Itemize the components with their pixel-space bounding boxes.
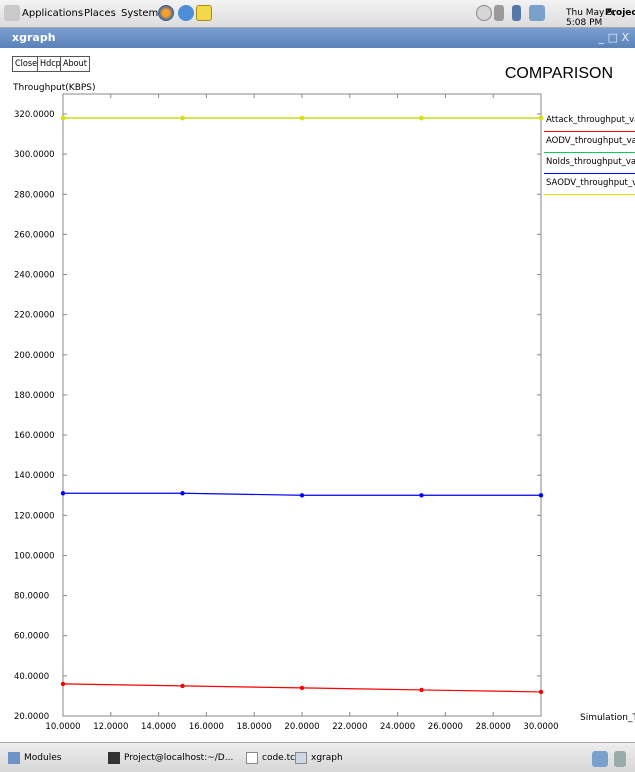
data-point-0	[419, 687, 424, 693]
about-button[interactable]: About	[60, 56, 90, 72]
taskbar-item-modules[interactable]: Modules	[6, 749, 96, 767]
battery-icon[interactable]	[512, 5, 521, 21]
graph-heading: COMPARISON	[504, 65, 613, 82]
y-tick-label: 320.0000	[14, 110, 55, 120]
y-tick-label: 240.0000	[14, 271, 55, 281]
show-desktop-icon[interactable]	[592, 751, 608, 767]
legend-line-aodv	[544, 152, 635, 153]
legend-entry-noids: NoIds_throughput_values	[544, 156, 635, 177]
data-point-3	[299, 115, 305, 121]
network-icon[interactable]	[476, 5, 492, 21]
taskbar-label: code.tcl	[262, 753, 298, 763]
volume-icon[interactable]	[494, 5, 504, 21]
data-point-2	[419, 493, 424, 498]
data-point-2	[299, 493, 305, 498]
x-tick-label: 14.0000	[141, 722, 176, 732]
legend-line-noids	[544, 173, 635, 174]
taskbar-item-terminal[interactable]: Project@localhost:~/D...	[106, 749, 236, 767]
menu-system[interactable]: System	[121, 8, 159, 19]
y-tick-label: 200.0000	[14, 351, 55, 361]
user-menu[interactable]: Project	[605, 8, 635, 18]
x-axis-label: Simulation_Time(s)	[580, 713, 635, 723]
legend-label-noids: NoIds_throughput_values	[546, 157, 635, 167]
plot-frame	[62, 93, 542, 717]
gnome-foot-icon	[4, 5, 20, 21]
taskbar-label: xgraph	[311, 753, 343, 763]
y-tick-label: 140.0000	[14, 471, 55, 481]
data-point-3	[419, 115, 424, 121]
y-tick-label: 180.0000	[14, 391, 55, 401]
x-tick-label: 22.0000	[332, 722, 367, 732]
legend-label-saodv: SAODV_throughput_values	[546, 178, 635, 188]
y-tick-label: 60.0000	[14, 632, 49, 642]
taskbar-item-code[interactable]: code.tcl	[244, 749, 324, 767]
x-tick-label: 26.0000	[428, 722, 463, 732]
data-point-2	[60, 491, 66, 496]
data-point-0	[60, 681, 66, 687]
y-tick-label: 280.0000	[14, 190, 55, 200]
y-tick-label: 100.0000	[14, 551, 55, 561]
help-icon[interactable]	[178, 5, 194, 21]
data-point-2	[180, 491, 185, 496]
legend: Attack_throughput_values AODV_throughput…	[544, 114, 635, 198]
data-point-0	[538, 689, 544, 695]
legend-line-saodv	[544, 194, 635, 195]
x-tick-label: 30.0000	[523, 722, 558, 732]
data-point-0	[299, 685, 305, 691]
plot-area: 20.0000 40.0000 60.0000 80.0000 100.0000 120.…	[14, 93, 559, 732]
taskbar-label: Modules	[24, 753, 62, 763]
clock[interactable]: Thu May 5, 5:08 PM	[566, 8, 616, 28]
x-tick-label: 10.0000	[45, 722, 80, 732]
firefox-icon[interactable]	[158, 5, 174, 21]
x-tick-label: 16.0000	[189, 722, 224, 732]
window-titlebar[interactable]: xgraph _ □ X	[0, 28, 635, 48]
legend-entry-aodv: AODV_throughput_values	[544, 135, 635, 156]
taskbar-label: Project@localhost:~/D...	[124, 753, 234, 763]
legend-entry-saodv: SAODV_throughput_values	[544, 177, 635, 198]
window-controls[interactable]: _ □ X	[598, 31, 629, 44]
top-panel: Applications Places System Thu May 5, 5:…	[0, 0, 635, 28]
text-editor-icon[interactable]	[196, 5, 212, 21]
legend-label-attack: Attack_throughput_values	[546, 115, 635, 125]
x-tick-label: 20.0000	[284, 722, 319, 732]
y-tick-label: 260.0000	[14, 230, 55, 240]
y-tick-label: 220.0000	[14, 311, 55, 321]
close-button[interactable]: Close	[12, 56, 41, 72]
legend-entry-attack: Attack_throughput_values	[544, 114, 635, 135]
y-tick-label: 80.0000	[14, 592, 49, 602]
bottom-panel: Modules Project@localhost:~/D... code.tc…	[0, 742, 635, 772]
data-point-3	[60, 115, 66, 121]
x-tick-label: 12.0000	[93, 722, 128, 732]
menu-applications[interactable]: Applications	[22, 8, 84, 19]
data-point-2	[538, 493, 544, 498]
data-point-0	[180, 683, 185, 689]
x-tick-label: 18.0000	[237, 722, 272, 732]
notification-icon[interactable]	[529, 5, 545, 21]
x-tick-label: 28.0000	[476, 722, 511, 732]
legend-label-aodv: AODV_throughput_values	[546, 136, 635, 146]
xgraph-window: Close Hdcpy About COMPARISON Throughput(…	[0, 48, 635, 742]
document-icon	[246, 752, 258, 764]
data-point-3	[180, 115, 185, 121]
trash-icon[interactable]	[614, 751, 626, 767]
window-icon	[295, 752, 307, 764]
x-tick-label: 24.0000	[380, 722, 415, 732]
y-tick-label: 20.0000	[14, 712, 49, 722]
window-title: xgraph	[12, 31, 56, 44]
y-tick-label: 120.0000	[14, 511, 55, 521]
folder-icon	[8, 752, 20, 764]
data-point-3	[538, 115, 544, 121]
y-tick-label: 40.0000	[14, 672, 49, 682]
y-tick-label: 160.0000	[14, 431, 55, 441]
menu-places[interactable]: Places	[84, 8, 116, 19]
legend-line-attack	[544, 131, 635, 132]
y-axis-label: Throughput(KBPS)	[13, 83, 96, 93]
terminal-icon	[108, 752, 120, 764]
y-tick-label: 300.0000	[14, 150, 55, 160]
taskbar-item-xgraph[interactable]: xgraph	[293, 749, 413, 767]
